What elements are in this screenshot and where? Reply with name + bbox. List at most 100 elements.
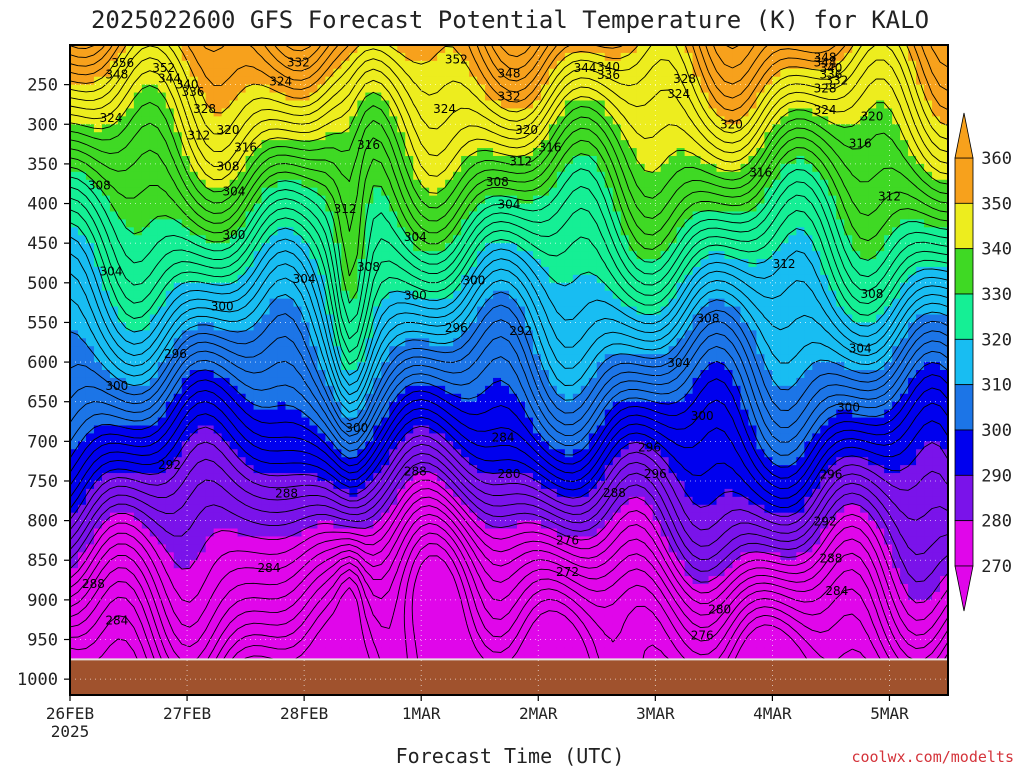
field-cell [532, 504, 542, 514]
field-cell [389, 282, 398, 292]
field-cell [205, 385, 215, 395]
field-cell [189, 520, 199, 530]
field-cell [421, 203, 430, 213]
field-cell [245, 409, 255, 419]
field-cell [165, 171, 175, 181]
field-cell [277, 647, 287, 656]
field-cell [197, 520, 207, 530]
field-cell [509, 132, 518, 141]
field-cell [524, 393, 534, 403]
field-cell [413, 615, 422, 625]
field-cell [157, 615, 167, 625]
field-cell [93, 480, 103, 490]
field-cell [548, 290, 558, 300]
field-cell [181, 76, 191, 86]
field-cell [405, 124, 414, 133]
field-cell [213, 155, 223, 165]
field-cell [413, 330, 422, 339]
field-cell [245, 124, 255, 133]
field-cell [173, 560, 183, 569]
field-cell [501, 314, 510, 324]
field-cell [261, 544, 271, 553]
field-cell [413, 108, 422, 117]
field-cell [349, 274, 358, 284]
field-cell [269, 314, 279, 324]
field-cell [93, 171, 103, 181]
field-cell [229, 576, 239, 585]
field-cell [524, 504, 534, 514]
field-cell [381, 132, 390, 141]
field-cell [429, 433, 438, 442]
field-cell [213, 409, 223, 419]
field-cell [349, 552, 358, 561]
field-cell [389, 203, 398, 213]
field-cell [149, 346, 159, 355]
field-cell [485, 298, 494, 308]
field-cell [516, 179, 526, 189]
field-cell [269, 227, 279, 236]
field-cell [453, 45, 462, 54]
field-cell [141, 591, 151, 601]
field-cell [509, 322, 518, 331]
field-cell [181, 354, 191, 363]
field-cell [173, 504, 183, 514]
field-cell [469, 148, 478, 157]
field-cell [125, 274, 135, 284]
field-cell [141, 235, 151, 244]
field-cell [189, 116, 199, 125]
field-cell [397, 124, 406, 133]
field-cell [301, 488, 311, 498]
field-cell [173, 195, 183, 205]
field-cell [381, 211, 390, 220]
field-cell [269, 401, 279, 411]
field-cell [469, 84, 478, 94]
field-cell [453, 354, 462, 363]
field-cell [157, 496, 167, 506]
field-cell [413, 338, 422, 347]
field-cell [149, 528, 159, 538]
field-cell [70, 346, 79, 355]
field-cell [109, 338, 119, 347]
field-cell [540, 536, 550, 545]
field-cell [333, 274, 342, 284]
field-cell [357, 370, 366, 379]
field-cell [485, 124, 494, 133]
field-cell [117, 45, 127, 54]
field-cell [365, 306, 374, 316]
field-cell [70, 92, 79, 102]
field-cell [397, 155, 406, 165]
field-cell [277, 425, 287, 435]
field-cell [349, 488, 358, 498]
field-cell [205, 520, 215, 530]
field-cell [413, 512, 422, 522]
field-cell [421, 52, 430, 62]
field-cell [237, 235, 247, 244]
field-cell [253, 148, 263, 157]
field-cell [485, 266, 494, 276]
field-cell [389, 322, 398, 331]
field-cell [341, 235, 350, 244]
field-cell [93, 298, 103, 308]
field-cell [317, 433, 327, 442]
field-cell [269, 457, 279, 466]
field-cell [93, 140, 103, 149]
field-cell [540, 298, 550, 308]
field-cell [365, 512, 374, 522]
field-cell [524, 338, 534, 347]
field-cell [493, 306, 502, 316]
field-cell [341, 243, 350, 252]
field-cell [461, 409, 470, 419]
field-cell [181, 433, 191, 442]
field-cell [381, 362, 390, 371]
field-cell [197, 259, 207, 268]
field-cell [325, 560, 334, 569]
field-cell [229, 520, 239, 530]
field-cell [133, 591, 143, 601]
field-cell [301, 259, 311, 268]
field-cell [173, 544, 183, 553]
field-cell [269, 425, 279, 435]
field-cell [509, 465, 518, 474]
field-cell [421, 290, 430, 300]
field-cell [221, 45, 231, 54]
field-cell [277, 132, 287, 141]
